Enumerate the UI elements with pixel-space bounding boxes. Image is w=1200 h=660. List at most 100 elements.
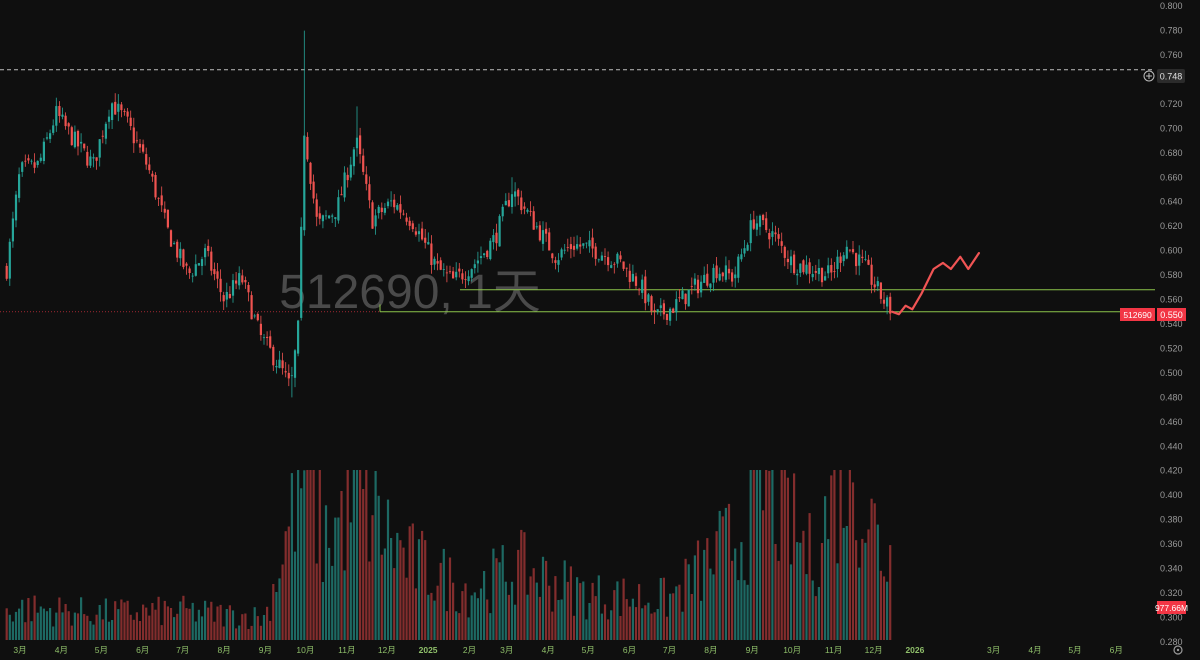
candle-body	[216, 271, 219, 279]
volume-bar	[222, 626, 225, 640]
volume-bar	[188, 608, 191, 640]
candle-body	[120, 104, 123, 111]
volume-bar	[297, 470, 300, 640]
horizontal-lines[interactable]	[0, 69, 1155, 313]
candle-body	[80, 141, 83, 144]
candle-body	[365, 174, 368, 184]
candle-body	[160, 195, 163, 206]
candle-body	[706, 273, 709, 286]
volume-bar	[672, 593, 675, 640]
price-tick-label: 0.480	[1160, 392, 1183, 402]
candle-body	[405, 217, 408, 222]
candle-body	[36, 160, 39, 165]
volume-bar	[210, 601, 213, 640]
volume-bar	[275, 592, 278, 640]
volume-bar	[83, 614, 86, 640]
candle-body	[52, 125, 55, 133]
volume-label-text: 977.66M	[1155, 603, 1188, 613]
volume-bar	[768, 470, 771, 640]
volume-bar	[213, 621, 216, 640]
price-tick-label: 0.380	[1160, 515, 1183, 525]
volume-bar	[204, 600, 207, 640]
candle-body	[377, 206, 380, 214]
gear-icon[interactable]	[1173, 645, 1183, 655]
volume-bar	[554, 576, 557, 640]
candle-body	[864, 259, 867, 260]
candle-body	[510, 194, 514, 207]
volume-bar	[228, 605, 231, 640]
candle-body	[213, 269, 216, 275]
candle-body	[126, 111, 129, 117]
volume-bar	[39, 606, 42, 640]
candle-body	[876, 281, 879, 287]
volume-bar	[247, 629, 250, 640]
candle-body	[83, 143, 86, 149]
candle-body	[483, 253, 486, 256]
candle-body	[811, 274, 814, 278]
candle-body	[879, 282, 882, 299]
chart-settings-icon[interactable]	[1173, 645, 1183, 655]
candle-body	[597, 259, 600, 261]
volume-bar	[427, 594, 430, 640]
time-axis[interactable]: 3月 4月 5月 6月 7月 8月 9月 10月 11月 12月 2025 2月 3月 4月 5月 6月 7月 8…	[13, 645, 1123, 655]
candle-body	[95, 157, 98, 161]
candle-body	[411, 223, 414, 230]
candle-body	[569, 244, 572, 250]
volume-bar	[752, 470, 755, 640]
candle-body	[262, 337, 266, 339]
candle-body	[281, 360, 284, 369]
time-tick-label: 11月	[338, 645, 355, 655]
candle-body	[408, 220, 411, 226]
price-axis[interactable]: 0.8000.7800.7600.7400.7200.7000.6800.660…	[1160, 1, 1183, 647]
volume-bar	[417, 539, 421, 640]
candle-body	[182, 249, 185, 268]
candle-body	[67, 123, 70, 127]
volume-bar	[200, 616, 204, 640]
candle-body	[107, 116, 111, 122]
candle-body	[241, 275, 244, 283]
volume-bar	[318, 470, 321, 640]
volume-bar	[802, 530, 805, 640]
volume-bar	[681, 611, 684, 640]
time-tick-label: 12月	[865, 645, 883, 655]
candle-body	[665, 313, 669, 320]
candle-body	[768, 233, 771, 240]
volume-bar	[758, 470, 762, 640]
volume-bar	[433, 600, 436, 640]
candle-body	[315, 199, 318, 217]
candle-body	[101, 135, 104, 137]
candle-body	[662, 303, 665, 315]
volume-bar	[737, 580, 740, 640]
candle-body	[867, 259, 870, 265]
candle-body	[758, 215, 762, 227]
alert-price-label[interactable]: 0.748	[1143, 69, 1185, 83]
volume-bar	[14, 611, 18, 640]
candle-body	[684, 293, 687, 305]
alert-add-icon[interactable]	[1143, 70, 1155, 82]
volume-bar	[303, 470, 306, 640]
candle-body	[27, 158, 30, 161]
volume-bar	[312, 470, 315, 640]
volume-bar	[470, 595, 473, 640]
candle-body	[535, 226, 538, 228]
volume-bar	[207, 607, 210, 640]
candle-body	[45, 137, 49, 139]
volume-bar	[548, 585, 551, 640]
candle-body	[334, 217, 337, 219]
volume-bar	[545, 560, 548, 640]
volume-bar	[867, 529, 870, 640]
price-tick-label: 0.440	[1160, 441, 1183, 451]
candle-body	[889, 296, 892, 314]
candle-body	[560, 249, 563, 258]
volume-bar	[882, 576, 886, 640]
candle-body	[721, 272, 724, 277]
projection-path	[891, 252, 980, 316]
candle-body	[123, 110, 126, 112]
candle-body	[185, 263, 188, 266]
candle-body	[163, 208, 166, 213]
candle-body	[455, 271, 458, 278]
volume-label-bg	[1157, 601, 1186, 614]
volume-bar	[591, 582, 594, 640]
